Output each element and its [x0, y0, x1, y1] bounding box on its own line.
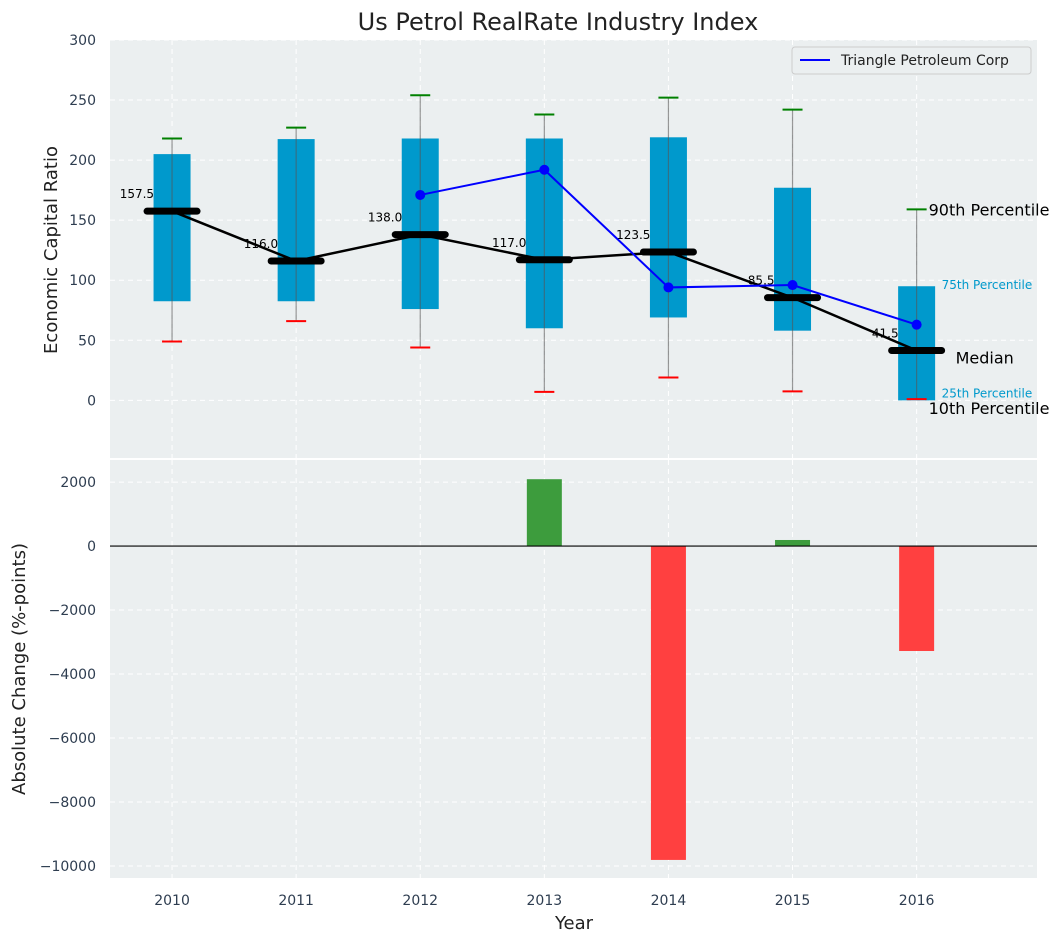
- y-tick-label: 150: [69, 213, 96, 229]
- change-bar: [775, 539, 811, 547]
- median-label: 138.0: [368, 211, 402, 225]
- y-tick-label: 100: [69, 273, 96, 289]
- y-tick-label: −4000: [49, 667, 96, 683]
- x-tick-label: 2016: [899, 893, 935, 909]
- series-point: [663, 282, 674, 293]
- annotation-p10: 10th Percentile: [929, 399, 1050, 418]
- top-y-axis-label: Economic Capital Ratio: [41, 146, 62, 354]
- x-tick-label: 2010: [154, 893, 190, 909]
- median-label: 116.0: [244, 237, 278, 251]
- median-label: 41.5: [872, 326, 899, 340]
- y-tick-label: 300: [69, 33, 96, 49]
- series-point: [415, 189, 426, 200]
- legend: Triangle Petroleum Corp: [791, 46, 1032, 75]
- annotation-median: Median: [956, 348, 1014, 367]
- bottom-y-axis-label: Absolute Change (%-points): [9, 543, 30, 795]
- chart-title: Us Petrol RealRate Industry Index: [358, 8, 759, 36]
- median-label: 157.5: [120, 187, 154, 201]
- y-tick-label: 200: [69, 153, 96, 169]
- bottom-plot-area: [110, 460, 1037, 878]
- y-tick-label: −8000: [49, 795, 96, 811]
- y-tick-label: 0: [87, 393, 96, 409]
- y-tick-label: −6000: [49, 731, 96, 747]
- median-label: 123.5: [616, 228, 650, 242]
- series-point: [911, 319, 922, 330]
- annotation-p25: 25th Percentile: [942, 386, 1033, 400]
- legend-label: Triangle Petroleum Corp: [840, 53, 1009, 69]
- median-label: 85.5: [748, 274, 775, 288]
- y-tick-label: 2000: [60, 475, 96, 491]
- y-tick-label: 250: [69, 93, 96, 109]
- change-bar: [526, 479, 562, 547]
- x-axis-label: Year: [554, 913, 594, 934]
- x-tick-label: 2013: [527, 893, 563, 909]
- y-tick-label: −2000: [49, 603, 96, 619]
- change-bar: [650, 546, 686, 860]
- y-tick-label: −10000: [40, 859, 96, 875]
- median-label: 117.0: [492, 236, 526, 250]
- change-bar: [899, 546, 935, 652]
- x-tick-label: 2015: [775, 893, 811, 909]
- y-tick-label: 50: [78, 333, 96, 349]
- x-tick-label: 2014: [651, 893, 687, 909]
- series-point: [787, 280, 798, 291]
- series-point: [539, 164, 550, 175]
- annotation-p75: 75th Percentile: [942, 278, 1033, 292]
- x-tick-label: 2012: [402, 893, 438, 909]
- x-tick-label: 2011: [278, 893, 314, 909]
- y-tick-label: 0: [87, 539, 96, 555]
- annotation-p90: 90th Percentile: [929, 200, 1050, 219]
